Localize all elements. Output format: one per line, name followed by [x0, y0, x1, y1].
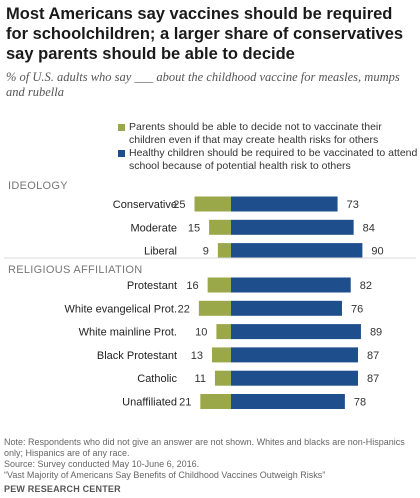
- data-label-required: 73: [347, 199, 359, 211]
- legend-item-parents-decide: Parents should be able to decide not to …: [118, 121, 418, 146]
- data-label-required: 82: [360, 280, 372, 292]
- data-label-required: 87: [367, 350, 379, 362]
- data-label-required: 89: [370, 327, 382, 339]
- bar-required: [231, 347, 359, 363]
- data-label-parents-decide: 9: [203, 246, 209, 258]
- chart-notes: Note: Respondents who did not give an an…: [4, 437, 416, 495]
- category-label: White evangelical Prot.: [65, 303, 178, 315]
- bar-required: [231, 324, 361, 340]
- bar-parents-decide: [216, 324, 231, 340]
- data-label-parents-decide: 16: [186, 280, 198, 292]
- data-label-required: 78: [354, 397, 366, 409]
- bar-parents-decide: [207, 277, 231, 293]
- data-label-parents-decide: 22: [178, 303, 190, 315]
- bar-required: [231, 300, 342, 316]
- data-label-required: 87: [367, 373, 379, 385]
- bar-required: [231, 196, 338, 212]
- category-label: White mainline Prot.: [79, 327, 177, 339]
- data-label-required: 76: [351, 303, 363, 315]
- data-label-parents-decide: 15: [188, 222, 200, 234]
- pew-logo-text: PEW RESEARCH CENTER: [4, 484, 121, 494]
- legend-label-parents-decide: Parents should be able to decide not to …: [129, 121, 382, 146]
- legend-label-required: Healthy children should be required to b…: [129, 147, 418, 172]
- group-label: RELIGIOUS AFFILIATION: [8, 264, 142, 276]
- bar-parents-decide: [198, 300, 231, 316]
- data-label-parents-decide: 25: [173, 199, 185, 211]
- data-label-required: 90: [371, 246, 383, 258]
- bar-parents-decide: [209, 219, 231, 235]
- bar-required: [231, 394, 345, 409]
- legend: Parents should be able to decide not to …: [118, 121, 418, 173]
- bar-parents-decide: [214, 370, 231, 386]
- data-label-parents-decide: 11: [195, 373, 206, 385]
- legend-swatch-blue: [118, 150, 125, 157]
- bar-required: [231, 277, 351, 293]
- bar-parents-decide: [200, 394, 231, 409]
- category-label: Liberal: [144, 246, 177, 258]
- category-label: Catholic: [137, 373, 177, 385]
- legend-item-required: Healthy children should be required to b…: [118, 147, 418, 172]
- data-label-parents-decide: 13: [191, 350, 203, 362]
- bar-required: [231, 370, 359, 386]
- data-label-parents-decide: 21: [179, 397, 191, 409]
- bar-required: [231, 243, 363, 259]
- category-label: Conservative: [113, 199, 177, 211]
- report-title: “Vast Majority of Americans Say Benefits…: [4, 470, 326, 480]
- category-label: Black Protestant: [97, 350, 177, 362]
- chart-title: Most Americans say vaccines should be re…: [6, 5, 404, 63]
- bar-parents-decide: [217, 243, 231, 259]
- chart-subtitle: % of U.S. adults who say ___ about the c…: [6, 70, 400, 99]
- bar-parents-decide: [194, 196, 231, 212]
- category-label: Unaffiliated: [122, 397, 177, 409]
- source-text: Source: Survey conducted May 10-June 6, …: [4, 459, 200, 469]
- category-label: Protestant: [127, 280, 177, 292]
- data-label-required: 84: [363, 222, 375, 234]
- category-label: Moderate: [131, 222, 177, 234]
- bar-parents-decide: [212, 347, 231, 363]
- bar-required: [231, 219, 354, 235]
- note-text: Note: Respondents who did not give an an…: [4, 437, 405, 458]
- group-label: IDEOLOGY: [8, 180, 68, 192]
- legend-swatch-green: [118, 124, 125, 131]
- data-label-parents-decide: 10: [195, 327, 207, 339]
